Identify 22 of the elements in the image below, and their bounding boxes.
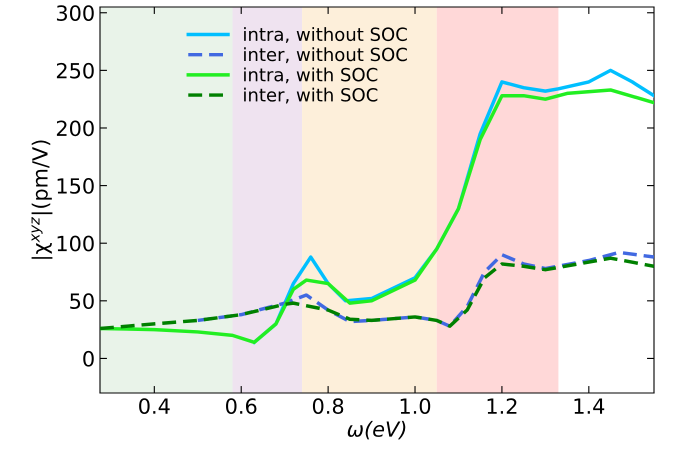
legend-label: intra, with SOC: [244, 67, 378, 84]
line-series: [196, 250, 654, 328]
y-tick-label: 300: [56, 5, 94, 21]
legend-label: inter, with SOC: [244, 88, 378, 104]
y-tick-label: 150: [58, 178, 94, 194]
x-axis-title: ω(eV): [348, 420, 406, 440]
x-tick-label: 1.4: [574, 398, 604, 414]
line-series: [100, 88, 654, 344]
y-tick-label: 0: [83, 350, 94, 367]
y-axis-title: |χ$^{xyz}$|(pm/V): [32, 140, 52, 259]
x-tick-label: 1.0: [400, 398, 430, 414]
y-tick-label: 200: [56, 120, 94, 136]
legend-label: inter, without SOC: [244, 47, 407, 64]
line-series: [100, 256, 654, 330]
y-tick-label: 50: [70, 293, 94, 310]
y-tick-label: 100: [58, 236, 94, 252]
x-tick-label: 0.4: [139, 398, 170, 414]
y-tick-label: 250: [56, 62, 94, 79]
x-tick-label: 1.2: [488, 398, 516, 414]
legend-label: intra, without SOC: [244, 27, 407, 43]
x-tick-label: 0.6: [226, 398, 256, 414]
x-tick-label: 0.8: [312, 398, 344, 414]
